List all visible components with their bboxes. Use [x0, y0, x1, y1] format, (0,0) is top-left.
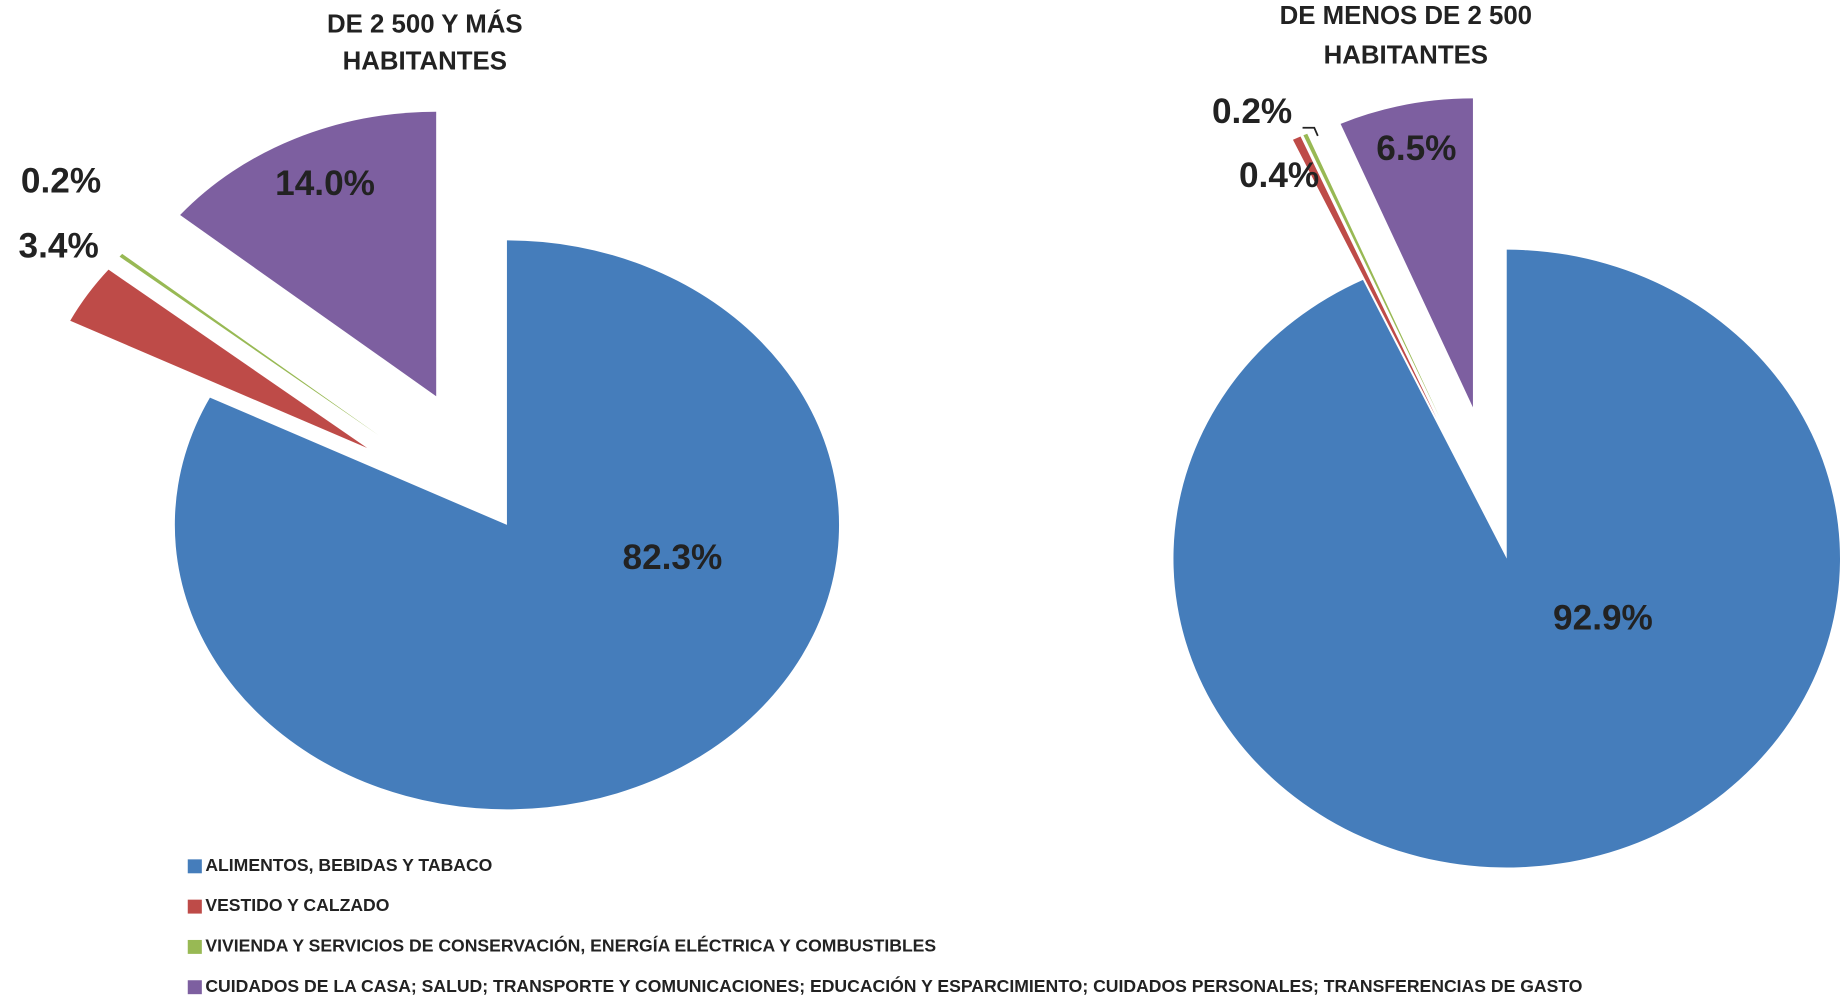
chart-title: DE 2 500 Y MÁS — [327, 9, 523, 38]
chart-title: DE MENOS DE 2 500 — [1280, 2, 1532, 30]
data-label: 0.4% — [1239, 156, 1319, 195]
data-label: 14.0% — [275, 164, 375, 203]
pie-slice — [1292, 136, 1437, 419]
data-label: 92.9% — [1553, 598, 1653, 637]
legend-label: ALIMENTOS, BEBIDAS Y TABACO — [205, 855, 492, 875]
data-label: 0.2% — [21, 162, 101, 201]
leader-line — [1302, 126, 1319, 137]
legend-swatch — [187, 899, 202, 914]
legend-label: CUIDADOS DE LA CASA; SALUD; TRANSPORTE Y… — [205, 975, 1582, 996]
chart-title: HABITANTES — [343, 48, 507, 76]
legend-swatch — [187, 859, 202, 874]
pie-slice — [70, 269, 368, 449]
legend-label: VESTIDO Y CALZADO — [205, 895, 389, 915]
legend-swatch — [187, 980, 202, 995]
pie-slice — [119, 253, 379, 436]
pie-slice — [180, 111, 437, 397]
data-label: 3.4% — [19, 227, 99, 266]
data-label: 6.5% — [1376, 129, 1456, 168]
legend-swatch — [187, 939, 202, 954]
pie-slice — [1303, 133, 1440, 418]
chart-title: HABITANTES — [1324, 42, 1488, 70]
pie-slice — [1340, 98, 1473, 408]
pie-slice — [1173, 249, 1840, 868]
data-label: 82.3% — [622, 538, 722, 577]
data-label: 0.2% — [1212, 92, 1292, 131]
legend-label: VIVIENDA Y SERVICIOS DE CONSERVACIÓN, EN… — [205, 935, 936, 956]
pie-slice — [174, 240, 840, 810]
